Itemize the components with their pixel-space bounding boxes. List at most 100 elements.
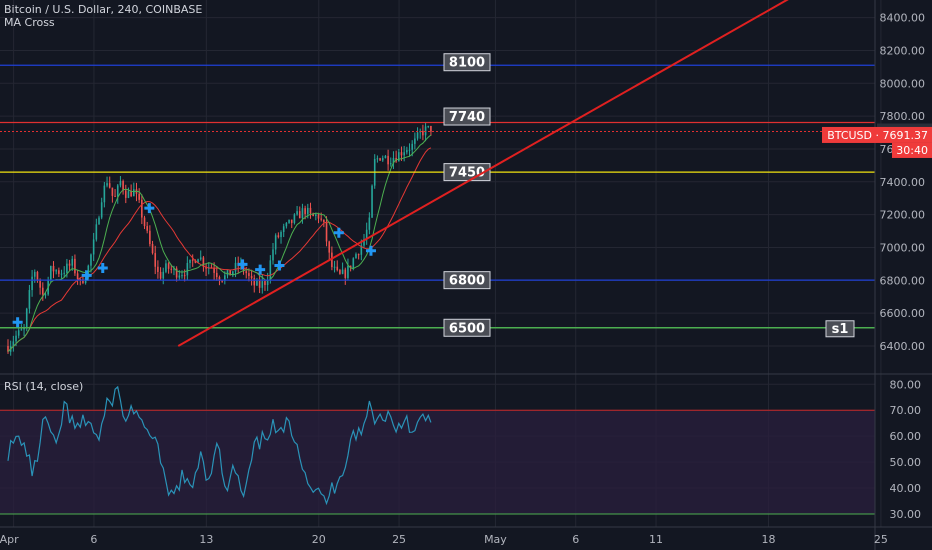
candle-body [79, 278, 82, 280]
candle-body [111, 187, 114, 196]
candle-body [400, 152, 403, 156]
rsi-band [0, 410, 875, 514]
candle-body [317, 214, 320, 219]
x-tick-label: Apr [0, 533, 19, 546]
candle-body [151, 244, 154, 254]
candle-body [154, 253, 157, 267]
y-tick-label: 8200.00 [880, 44, 926, 57]
y-tick-label: 7400.00 [880, 176, 926, 189]
candle-body [224, 275, 226, 281]
y-tick-label: 8000.00 [880, 77, 926, 90]
candle-body [389, 163, 392, 165]
countdown-badge [892, 142, 932, 158]
candle-body [309, 207, 312, 214]
x-tick-label: 20 [312, 533, 326, 546]
candle-body [352, 258, 355, 268]
rsi-title[interactable]: RSI (14, close) [4, 380, 84, 393]
candle-body [411, 143, 413, 150]
rsi-y-tick-label: 60.00 [890, 430, 922, 443]
candle-body [173, 268, 175, 270]
rsi-y-tick-label: 80.00 [890, 378, 922, 391]
candle-body [304, 208, 306, 214]
candle-body [170, 268, 173, 270]
candle-body [108, 183, 111, 188]
candle-body [74, 258, 76, 274]
indicator-label[interactable]: MA Cross [4, 16, 55, 29]
candle-body [127, 191, 130, 198]
x-tick-label: 25 [874, 533, 888, 546]
candle-body [357, 254, 360, 256]
ma-cross-lines [7, 134, 432, 353]
candle-body [347, 265, 349, 278]
x-tick-label: 11 [649, 533, 663, 546]
candle-body [119, 181, 122, 186]
candle-body [408, 149, 411, 151]
candle-body [181, 275, 183, 277]
candle-body [116, 185, 119, 197]
candle-body [17, 330, 20, 336]
candle-body [277, 235, 280, 238]
candle-body [325, 222, 328, 242]
candle-body [58, 270, 60, 274]
candle-body [143, 217, 146, 227]
level-label-7740: 7740 [449, 110, 485, 125]
candle-body [39, 280, 41, 288]
candle-body [269, 260, 272, 280]
candle-body [430, 125, 432, 132]
candle-body [36, 271, 39, 281]
candle-body [191, 259, 194, 261]
x-tick-label: May [484, 533, 507, 546]
level-label-7450: 7450 [449, 166, 485, 181]
level-label-8100: 8100 [449, 56, 485, 71]
candle-body [320, 218, 322, 220]
candle-body [25, 308, 28, 328]
candle-body [167, 263, 170, 269]
candle-body [296, 211, 298, 215]
ma-cross-marker [255, 264, 266, 275]
candle-body [90, 254, 92, 266]
candle-body [280, 232, 282, 238]
candle-body [416, 132, 419, 139]
candle-body [250, 275, 253, 279]
candle-body [403, 152, 405, 156]
rsi-line [7, 385, 432, 506]
candle-body [20, 329, 23, 331]
x-tick-label: 18 [761, 533, 775, 546]
candle-body [368, 217, 371, 230]
horizontal-levels: 8100 7740 7450 6800 6500 s1 [0, 53, 875, 338]
candle-body [264, 281, 266, 286]
candle-body [100, 202, 103, 218]
candle-body [387, 155, 389, 165]
y-tick-label: 6600.00 [880, 307, 926, 320]
candle-body [12, 341, 15, 347]
candle-body [234, 262, 237, 272]
candle-body [197, 259, 199, 263]
x-tick-label: 6 [90, 533, 97, 546]
candle-body [349, 265, 352, 268]
symbol-title[interactable]: Bitcoin / U.S. Dollar, 240, COINBASE [4, 3, 203, 16]
candle-body [398, 152, 400, 162]
candle-body [215, 272, 218, 278]
candle-body [261, 281, 264, 288]
candle-body [149, 230, 151, 245]
candle-body [282, 226, 285, 233]
x-tick-label: 25 [392, 533, 406, 546]
candle-body [371, 185, 373, 218]
candle-body [186, 262, 189, 276]
candle-body [55, 270, 57, 272]
btcusd-badge-text: BTCUSD · 7691.37 [827, 129, 928, 142]
level-label-6500: 6500 [449, 321, 485, 336]
candle-body [218, 277, 221, 281]
y-tick-label: 8400.00 [880, 12, 926, 25]
candle-body [333, 266, 336, 268]
x-tick-label: 6 [572, 533, 579, 546]
rsi-legend: RSI (14, close) [4, 380, 83, 393]
candle-body [31, 276, 33, 291]
candle-body [15, 335, 17, 342]
ma-cross-marker [81, 270, 92, 281]
candle-body [229, 270, 231, 276]
candle-body [122, 181, 124, 191]
x-tick-label: 13 [199, 533, 213, 546]
